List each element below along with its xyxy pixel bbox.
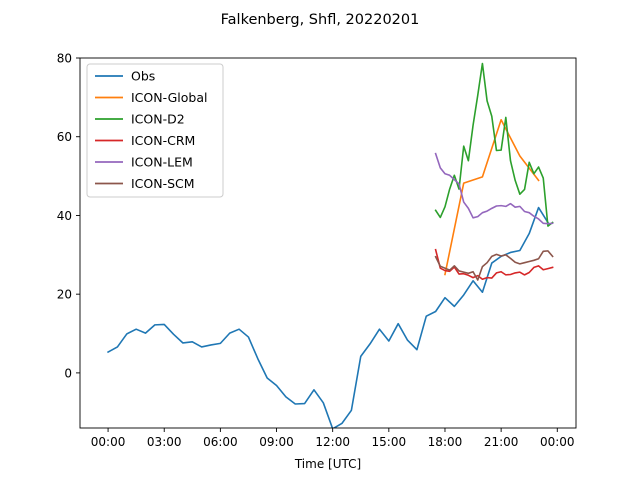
x-tick-label: 09:00 bbox=[259, 435, 294, 449]
x-tick-label: 03:00 bbox=[147, 435, 182, 449]
y-tick-label: 0 bbox=[64, 366, 72, 380]
series-line-icon-scm bbox=[434, 250, 554, 281]
x-tick-label: 21:00 bbox=[484, 435, 519, 449]
y-tick-label: 40 bbox=[57, 209, 72, 223]
legend-label: ICON-LEM bbox=[131, 155, 193, 170]
x-tick-label: 00:00 bbox=[91, 435, 126, 449]
legend: Obs ICON-Global ICON-D2 ICON-CRM ICON-LEM ICO… bbox=[86, 63, 224, 198]
series-layer bbox=[106, 62, 554, 428]
y-tick-label: 80 bbox=[57, 52, 72, 66]
series-line-icon-crm bbox=[434, 248, 554, 281]
x-tick-label: 06:00 bbox=[203, 435, 238, 449]
axes-border bbox=[79, 57, 577, 429]
x-axis-ticks: 00:00 03:00 06:00 09:00 12:00 15:00 18:00 21:00… bbox=[91, 428, 575, 449]
legend-label: ICON-CRM bbox=[131, 133, 195, 148]
series-line-icon-lem bbox=[434, 152, 554, 225]
chart-title: Falkenberg, Shfl, 20220201 bbox=[221, 12, 420, 28]
x-tick-label: 00:00 bbox=[540, 435, 575, 449]
legend-label: ICON-D2 bbox=[131, 112, 185, 127]
series-line-icon-global bbox=[444, 119, 540, 276]
legend-label: Obs bbox=[131, 69, 155, 84]
legend-label: ICON-SCM bbox=[131, 176, 195, 191]
y-tick-label: 60 bbox=[57, 130, 72, 144]
y-tick-label: 20 bbox=[57, 288, 72, 302]
axes-frame bbox=[79, 57, 577, 429]
legend-label: ICON-Global bbox=[131, 90, 207, 105]
x-tick-label: 18:00 bbox=[428, 435, 463, 449]
series-line-obs bbox=[106, 206, 550, 428]
x-axis-label: Time [UTC] bbox=[294, 457, 361, 471]
x-tick-label: 12:00 bbox=[315, 435, 350, 449]
series-line-icon-d2 bbox=[434, 62, 554, 227]
x-tick-label: 15:00 bbox=[372, 435, 407, 449]
y-axis-ticks: 0 20 40 60 80 bbox=[57, 52, 80, 380]
